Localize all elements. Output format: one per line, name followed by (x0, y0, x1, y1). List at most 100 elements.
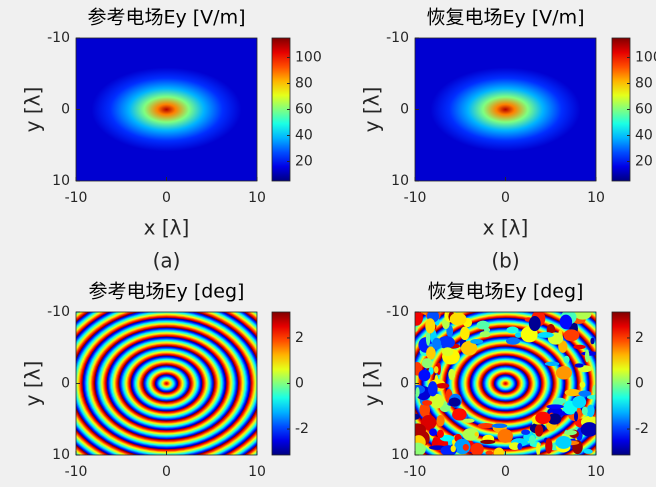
y-tick-label: 10 (391, 447, 409, 463)
phase-noise (439, 434, 455, 442)
heatmap-image (76, 38, 257, 181)
heatmap-image (415, 312, 596, 455)
chart-title: 参考电场Ey [deg] (89, 281, 245, 303)
colorbar-tick-label: 80 (635, 76, 653, 92)
y-tick-label: 0 (400, 376, 409, 392)
colorbar-tick-label: 20 (295, 154, 313, 170)
phase-noise (586, 394, 596, 400)
phase-noise (563, 329, 580, 342)
phase-noise (415, 442, 426, 455)
y-tick-label: -10 (47, 30, 70, 46)
phase-ring (165, 382, 168, 385)
phase-noise (460, 326, 470, 341)
x-tick-label: 0 (162, 190, 171, 206)
phase-noise (528, 315, 541, 332)
phase-noise (528, 435, 536, 445)
phase-noise (436, 414, 445, 427)
phase-noise (462, 444, 469, 451)
y-tick-label: -10 (386, 30, 409, 46)
phase-noise (415, 327, 418, 332)
phase-noise (506, 326, 519, 334)
caption: (b) (491, 249, 519, 273)
phase-noise (564, 429, 577, 436)
x-axis-label: x [λ] (144, 216, 190, 240)
phase-noise (574, 312, 592, 320)
phase-noise (418, 369, 431, 382)
x-axis-label: x [λ] (483, 216, 529, 240)
x-tick-label: 0 (162, 464, 171, 480)
phase-noise (534, 424, 544, 437)
phase-noise (578, 390, 592, 397)
x-tick-label: -10 (404, 464, 427, 480)
phase-noise (590, 337, 595, 345)
phase-noise (419, 402, 431, 418)
phase-noise (441, 347, 454, 357)
phase-noise (415, 423, 426, 437)
x-tick-label: 10 (248, 464, 266, 480)
phase-noise (426, 346, 436, 360)
phase-noise (452, 408, 467, 421)
colorbar-tick-label: 60 (635, 102, 653, 118)
y-axis-label: y [λ] (21, 87, 45, 133)
phase-noise (421, 358, 433, 369)
colorbar-tick-label: 40 (635, 128, 653, 144)
colorbar-tick-label: 40 (295, 128, 313, 144)
phase-noise (579, 381, 586, 389)
phase-noise (470, 442, 484, 455)
x-tick-label: 10 (587, 464, 605, 480)
y-axis-label: y [λ] (360, 361, 384, 407)
phase-noise (485, 450, 494, 455)
x-tick-label: 10 (248, 190, 266, 206)
x-tick-label: -10 (65, 464, 88, 480)
phase-noise (545, 438, 553, 454)
phase-noise (476, 320, 490, 330)
phase-noise (584, 349, 590, 363)
phase-noise (425, 330, 431, 346)
y-tick-label: -10 (47, 304, 70, 320)
chart-title: 恢复电场Ey [deg] (428, 281, 584, 303)
phase-noise (564, 388, 581, 397)
phase-noise (449, 312, 467, 326)
phase-noise (446, 325, 454, 338)
phase-noise (581, 406, 588, 416)
phase-noise (559, 314, 573, 330)
y-axis-label: y [λ] (21, 361, 45, 407)
phase-noise (574, 363, 584, 368)
y-axis-label: y [λ] (360, 87, 384, 133)
phase-noise (536, 442, 541, 455)
y-tick-label: 10 (52, 447, 70, 463)
colorbar-tick-label: 20 (635, 154, 653, 170)
chart-title: 参考电场Ey [V/m] (87, 7, 245, 29)
phase-noise (422, 400, 433, 406)
phase-noise (583, 448, 593, 454)
caption: (a) (153, 249, 181, 273)
phase-noise (555, 435, 572, 449)
phase-noise (521, 429, 531, 435)
phase-noise (427, 381, 438, 397)
colorbar-tick-label: -2 (635, 421, 649, 437)
colorbar-tick-label: 100 (635, 50, 656, 66)
phase-noise (477, 422, 494, 429)
phase-noise (474, 432, 479, 437)
chart-title: 恢复电场Ey [V/m] (426, 7, 584, 29)
phase-noise (514, 332, 522, 338)
phase-noise (432, 337, 442, 350)
y-tick-label: 0 (400, 102, 409, 118)
x-tick-label: -10 (65, 190, 88, 206)
colorbar-tick-label: -2 (295, 421, 309, 437)
phase-noise (505, 337, 521, 345)
phase-noise (460, 340, 478, 356)
phase-noise (537, 331, 554, 338)
field-blob (430, 67, 581, 152)
phase-noise (436, 382, 450, 389)
phase-noise (493, 447, 505, 455)
phase-noise (572, 396, 587, 409)
phase-noise (448, 368, 456, 381)
colorbar-tick-label: 2 (635, 330, 644, 346)
phase-noise (462, 418, 475, 423)
field-blob (91, 67, 242, 152)
phase-noise (448, 397, 461, 407)
y-tick-label: 10 (391, 173, 409, 189)
phase-noise (415, 413, 420, 420)
